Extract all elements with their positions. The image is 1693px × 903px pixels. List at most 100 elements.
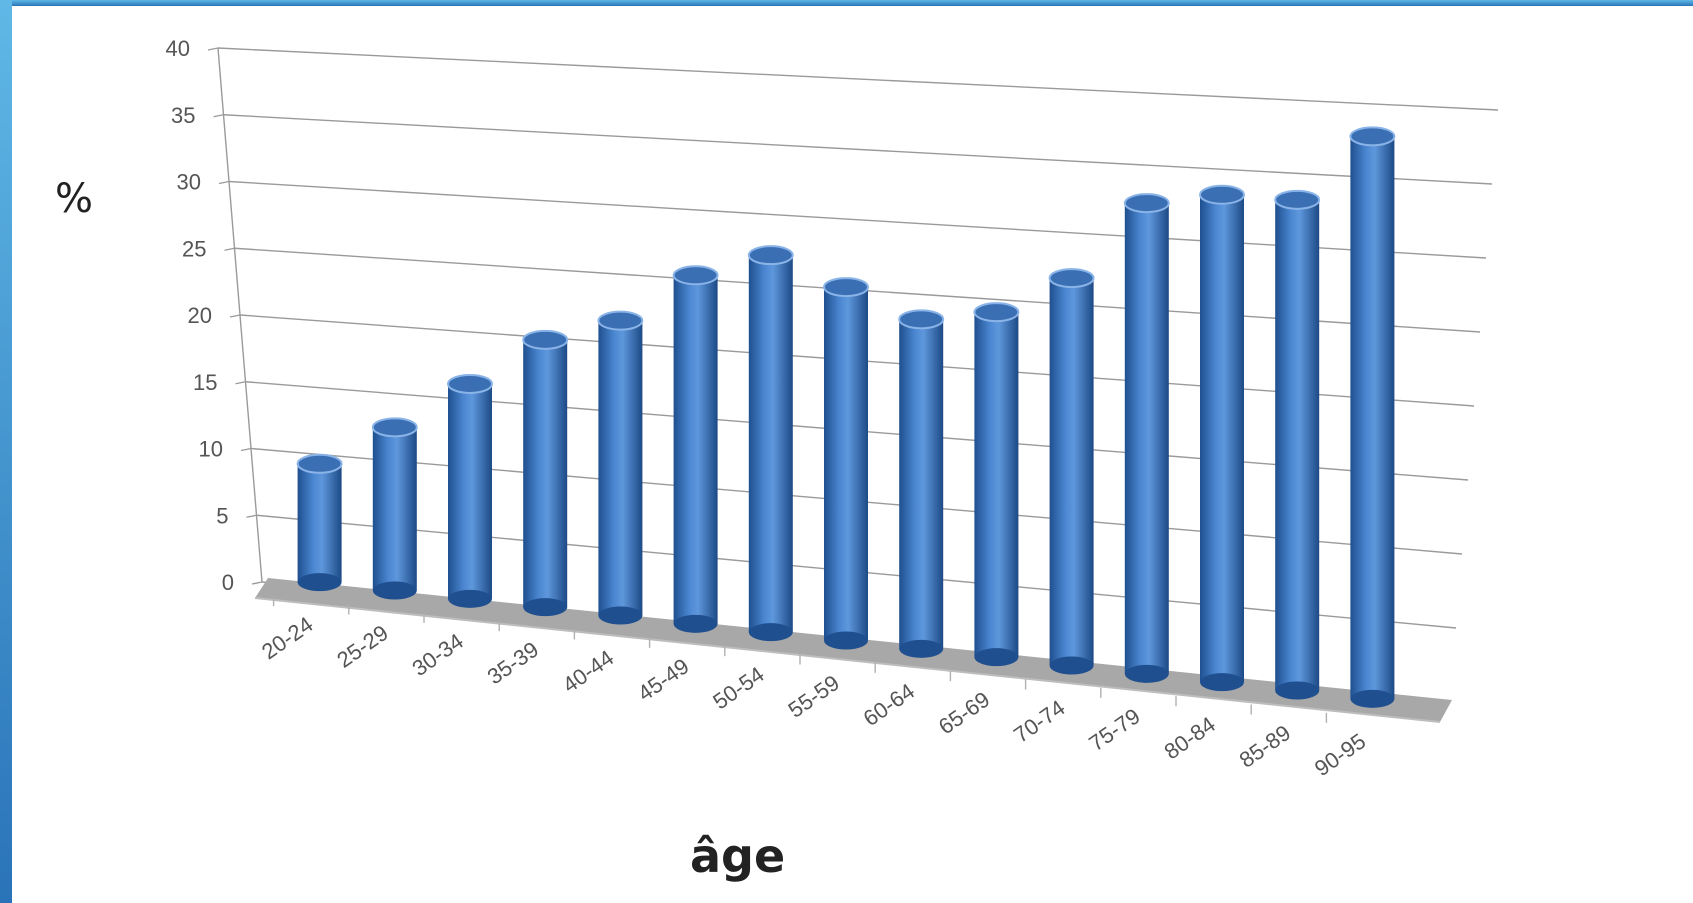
- bar-top: [1274, 189, 1321, 210]
- x-tick-label: 50-54: [708, 662, 768, 715]
- bar-body: [748, 255, 793, 633]
- x-tick-label: 20-24: [257, 612, 317, 665]
- bar: [371, 417, 418, 600]
- y-tick-label: 20: [188, 303, 212, 328]
- x-tick-label: 35-39: [483, 637, 543, 690]
- bar-base: [899, 639, 944, 658]
- y-tick-label: 35: [171, 103, 195, 128]
- x-tick-label: 25-29: [332, 620, 392, 673]
- y-tick-label: 15: [193, 370, 217, 395]
- bar-base: [598, 606, 643, 625]
- bar-top: [747, 245, 794, 266]
- bar-top: [1123, 193, 1170, 214]
- bar-body: [899, 319, 944, 649]
- bar-top: [1199, 184, 1245, 205]
- bar-body: [824, 287, 868, 641]
- y-tick-mark: [224, 247, 235, 251]
- bar-body: [598, 320, 643, 616]
- y-tick-label: 25: [182, 236, 206, 261]
- bar-body: [1350, 136, 1395, 699]
- bar: [522, 329, 569, 617]
- bar-base: [448, 589, 492, 608]
- bar: [747, 245, 794, 642]
- x-tick-label: 65-69: [934, 687, 994, 740]
- bar-body: [1200, 194, 1244, 683]
- y-tick-mark: [251, 581, 263, 585]
- bar: [1274, 189, 1321, 700]
- y-tick-label: 30: [177, 170, 201, 195]
- bar-top: [371, 417, 418, 438]
- bar-body: [1275, 199, 1320, 691]
- bar: [898, 309, 945, 658]
- bar-top: [296, 453, 343, 474]
- bar-top: [823, 277, 869, 298]
- x-tick-label: 85-89: [1235, 720, 1295, 773]
- bar-body: [372, 427, 417, 591]
- bar-top: [672, 265, 719, 286]
- x-tick-label: 40-44: [558, 645, 618, 698]
- bar-base: [974, 648, 1019, 667]
- gridline: [217, 47, 1499, 111]
- y-tick-mark: [246, 514, 257, 518]
- bar-base: [1124, 664, 1169, 683]
- bar: [973, 302, 1020, 667]
- bar-top: [1349, 126, 1396, 147]
- bar: [1349, 126, 1396, 708]
- x-tick-label: 90-95: [1310, 728, 1370, 781]
- y-tick-label: 10: [199, 437, 223, 462]
- bar: [1199, 184, 1245, 692]
- y-tick-label: 0: [222, 570, 234, 595]
- bars: [296, 126, 1396, 708]
- bar-top: [597, 310, 644, 331]
- bar: [296, 453, 343, 592]
- bar-base: [1350, 689, 1395, 708]
- y-tick-mark: [207, 47, 219, 51]
- bar-base: [523, 598, 568, 617]
- bar-body: [297, 463, 342, 583]
- y-tick-label: 5: [216, 503, 228, 528]
- bar-body: [974, 312, 1019, 658]
- bar-base: [748, 623, 793, 642]
- y-tick-labels: 0 5 10 15 20 25 30 35 40: [166, 36, 234, 595]
- y-tick-mark: [218, 180, 230, 185]
- bar-body: [523, 339, 568, 608]
- y-tick-mark: [235, 381, 246, 385]
- x-tick-label: 70-74: [1009, 695, 1069, 748]
- bar-base: [673, 614, 718, 633]
- gridline: [223, 114, 1493, 185]
- bar-body: [1124, 203, 1169, 674]
- x-tick-label: 60-64: [859, 678, 919, 731]
- x-tick-label: 30-34: [407, 628, 467, 681]
- x-axis-label: âge: [690, 829, 785, 883]
- bar-top: [1048, 268, 1095, 289]
- bar-base: [372, 581, 417, 600]
- bar: [1123, 193, 1170, 683]
- bar: [823, 277, 869, 650]
- bar-top: [522, 329, 569, 350]
- frame-top-edge: [0, 0, 1693, 6]
- bar: [1048, 268, 1095, 675]
- bar: [447, 373, 493, 608]
- frame-left-edge: [0, 0, 12, 903]
- x-axis-line: [254, 597, 1441, 723]
- y-axis-line: [217, 47, 263, 583]
- bar: [597, 310, 644, 625]
- y-tick-mark: [240, 447, 252, 452]
- bar-top: [973, 302, 1020, 323]
- x-tick-label: 55-59: [783, 670, 843, 723]
- bar-body: [448, 383, 492, 599]
- bar-base: [297, 573, 342, 592]
- y-tick-label: 40: [166, 36, 190, 61]
- bar-base: [1200, 673, 1244, 692]
- y-axis-label: %: [55, 176, 93, 222]
- bar-top: [898, 309, 945, 330]
- bar-body: [1049, 278, 1094, 666]
- y-tick-mark: [213, 114, 224, 118]
- bar-base: [824, 631, 868, 650]
- bar-body: [673, 275, 718, 624]
- bar-base: [1049, 656, 1094, 675]
- x-tick-label: 75-79: [1084, 703, 1144, 756]
- x-tick-label: 45-49: [633, 653, 693, 706]
